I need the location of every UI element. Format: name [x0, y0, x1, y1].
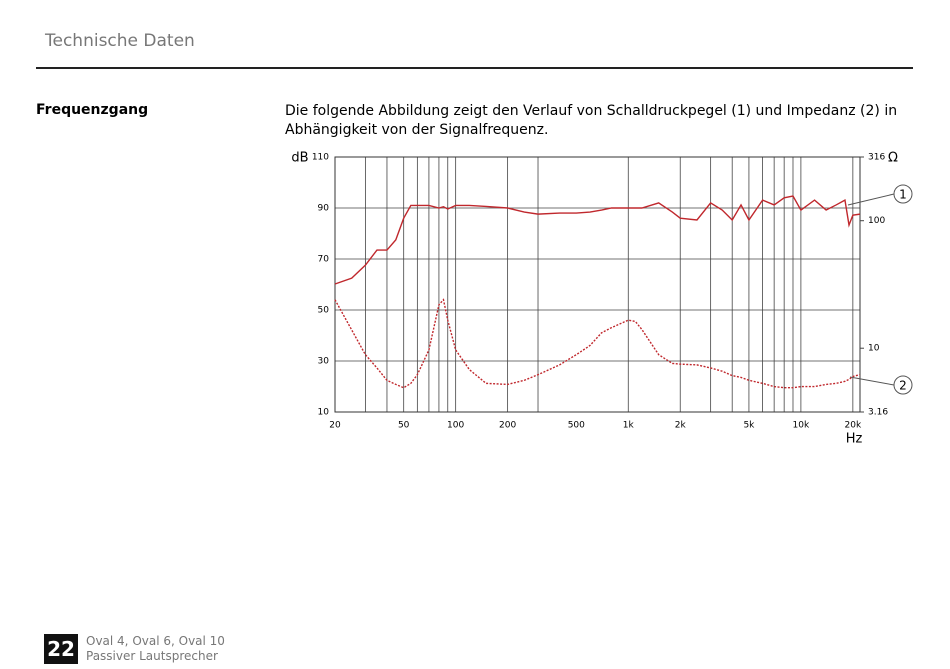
section-heading: Frequenzgang — [36, 102, 149, 118]
y-tick-label: 50 — [318, 306, 330, 316]
y2-tick-label: 100 — [868, 216, 885, 226]
x-tick-label: 20k — [845, 421, 862, 431]
y2-axis-label: Ω — [888, 151, 898, 166]
x-tick-label: 2k — [675, 421, 687, 431]
x-tick-label: 1k — [623, 421, 635, 431]
x-tick-label: 200 — [499, 421, 516, 431]
x-tick-label: 50 — [398, 421, 410, 431]
y2-tick-label: 10 — [868, 344, 880, 354]
footer-line: Oval 4, Oval 6, Oval 10 — [86, 634, 225, 648]
text-line: Die folgende Abbildung zeigt den Verlauf… — [285, 103, 898, 119]
section-text: Die folgende Abbildung zeigt den Verlauf… — [285, 102, 897, 140]
series-line — [334, 298, 861, 389]
y2-tick-label: 3.16 — [868, 408, 888, 418]
page-number: 22 — [44, 634, 78, 664]
y-tick-label: 30 — [318, 357, 330, 367]
callout-leader — [847, 193, 895, 206]
x-tick-label: 20 — [329, 421, 341, 431]
plot-frame — [334, 156, 861, 413]
callout-circle — [893, 375, 913, 395]
y-tick-label: 70 — [318, 255, 330, 265]
y2-tick-label: 316 — [868, 153, 885, 163]
footer-line: Passiver Lautsprecher — [86, 649, 218, 663]
y-tick-label: 90 — [318, 204, 330, 214]
x-tick-label: 5k — [743, 421, 755, 431]
x-tick-label: 500 — [568, 421, 585, 431]
x-tick-label: 10k — [793, 421, 810, 431]
x-tick-label: 100 — [447, 421, 464, 431]
y-axis-label: dB — [291, 151, 308, 166]
header-title: Technische Daten — [45, 31, 195, 51]
callout-leader — [849, 376, 895, 386]
callout-circle — [893, 184, 913, 204]
x-axis-label: Hz — [846, 432, 863, 447]
text-line: Abhängigkeit von der Signalfrequenz. — [285, 122, 549, 138]
y-tick-label: 110 — [312, 153, 329, 163]
header-rule — [36, 67, 913, 69]
callout-label: 1 — [899, 188, 907, 202]
y-tick-label: 10 — [318, 408, 330, 418]
callout-label: 2 — [899, 379, 907, 393]
footer-text: Oval 4, Oval 6, Oval 10 Passiver Lautspr… — [86, 634, 225, 664]
series-line — [334, 195, 861, 285]
